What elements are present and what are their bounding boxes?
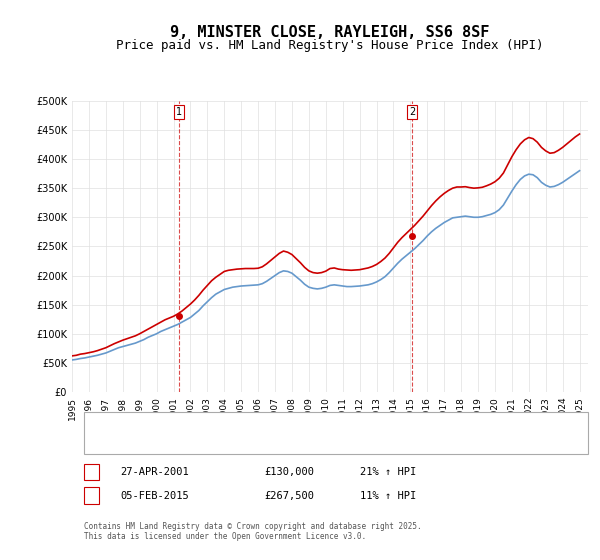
Text: 1: 1: [176, 106, 182, 116]
Text: 2: 2: [88, 491, 95, 501]
Text: 05-FEB-2015: 05-FEB-2015: [120, 491, 189, 501]
Text: HPI: Average price, semi-detached house, Rochford: HPI: Average price, semi-detached house,…: [120, 435, 383, 444]
Text: £267,500: £267,500: [264, 491, 314, 501]
Text: 2: 2: [409, 106, 415, 116]
Text: 11% ↑ HPI: 11% ↑ HPI: [360, 491, 416, 501]
Text: Price paid vs. HM Land Registry's House Price Index (HPI): Price paid vs. HM Land Registry's House …: [116, 39, 544, 52]
Text: 21% ↑ HPI: 21% ↑ HPI: [360, 467, 416, 477]
Text: £130,000: £130,000: [264, 467, 314, 477]
Text: Contains HM Land Registry data © Crown copyright and database right 2025.
This d: Contains HM Land Registry data © Crown c…: [84, 522, 422, 542]
Text: 1: 1: [88, 467, 95, 477]
Text: 9, MINSTER CLOSE, RAYLEIGH, SS6 8SF: 9, MINSTER CLOSE, RAYLEIGH, SS6 8SF: [170, 25, 490, 40]
Text: 27-APR-2001: 27-APR-2001: [120, 467, 189, 477]
Text: 9, MINSTER CLOSE, RAYLEIGH, SS6 8SF (semi-detached house): 9, MINSTER CLOSE, RAYLEIGH, SS6 8SF (sem…: [120, 417, 427, 426]
